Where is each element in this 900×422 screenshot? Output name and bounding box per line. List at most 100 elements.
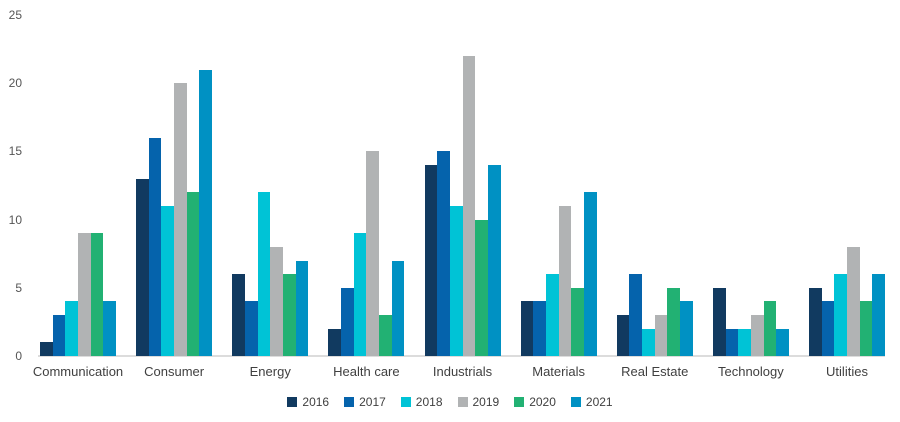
x-label-utilities: Utilities [826,364,868,379]
bar-2018-health-care [353,233,367,356]
legend-label-2016: 2016 [302,395,330,409]
bar-2020-consumer [186,192,200,356]
bar-2018-technology [738,329,751,356]
x-label-industrials: Industrials [432,364,493,379]
bar-2016-industrials [424,165,438,356]
legend-item-2018: 2018 [400,395,443,409]
bar-group-technology [712,15,789,356]
legend-swatch-2016 [287,397,298,407]
bar-2019-health-care [366,151,380,356]
bar-2020-industrials [475,220,488,356]
bar-2016-communication [40,342,53,356]
bar-2021-utilities [872,274,886,356]
bar-2018-materials [545,274,559,356]
bar-2019-real-estate [654,315,668,356]
plot-area [40,15,886,356]
bar-2021-industrials [487,165,501,356]
bar-2017-consumer [148,138,162,356]
bar-2020-materials [571,288,584,356]
legend-swatch-2020 [514,397,525,407]
legend-swatch-2018 [400,397,411,407]
bar-2021-real-estate [680,301,693,356]
y-tick-10: 10 [8,212,22,227]
bar-2019-utilities [847,247,860,356]
bar-2019-consumer [174,83,187,356]
bar-2021-health-care [391,261,405,356]
x-label-real-estate: Real Estate [621,364,689,379]
bar-2020-health-care [379,315,392,356]
legend-swatch-2017 [344,397,355,407]
bar-group-real-estate [616,15,693,356]
bar-2016-real-estate [616,315,630,356]
bar-2017-technology [725,329,739,356]
x-label-health-care: Health care [333,364,400,379]
bar-2018-real-estate [642,329,655,356]
bar-group-materials [520,15,597,356]
x-label-technology: Technology [717,364,784,379]
legend-swatch-2019 [457,397,468,407]
bar-group-industrials [424,15,501,356]
bar-2016-health-care [328,329,342,356]
bar-2016-materials [520,301,534,356]
x-axis-baseline [38,355,885,357]
bar-group-consumer [136,15,213,356]
x-label-communication: Communication [32,364,124,379]
bar-2020-real-estate [667,288,681,356]
bar-2017-communication [52,315,66,356]
bar-2018-utilities [834,274,848,356]
bar-2017-health-care [341,288,354,356]
legend-label-2019: 2019 [472,395,500,409]
y-tick-0: 0 [15,349,22,363]
bar-2017-materials [533,301,546,356]
bar-2018-energy [257,192,271,356]
bar-2021-materials [583,192,597,356]
bar-group-utilities [809,15,886,356]
x-label-energy: Energy [249,364,291,379]
bar-2020-communication [90,233,104,356]
bar-2017-industrials [437,151,450,356]
bar-2019-materials [558,206,572,356]
legend-item-2019: 2019 [457,395,500,409]
legend-item-2017: 2017 [344,395,386,409]
y-tick-5: 5 [15,280,22,295]
legend-label-2021: 2021 [585,395,613,409]
legend-label-2018: 2018 [415,395,443,409]
bar-2020-energy [282,274,296,356]
legend-item-2021: 2021 [570,395,613,409]
bar-2016-utilities [809,288,822,356]
x-label-materials: Materials [532,364,585,379]
bar-2018-communication [65,301,79,356]
y-tick-15: 15 [8,144,22,159]
legend-label-2020: 2020 [529,395,556,409]
legend-item-2016: 2016 [287,395,329,409]
bar-group-communication [40,15,117,356]
bar-2019-technology [750,315,764,356]
bar-2017-real-estate [629,274,643,356]
bar-2021-energy [295,261,309,356]
bar-2020-utilities [859,301,873,356]
x-axis-labels: Communication Consumer Energy Health care In… [32,364,885,379]
bar-2021-technology [776,329,789,356]
bar-2018-industrials [449,206,463,356]
legend-label-2017: 2017 [359,395,386,409]
bar-2016-technology [712,288,726,356]
bar-2019-industrials [462,56,476,356]
bar-2017-energy [244,301,258,356]
bar-2020-technology [763,301,777,356]
bar-2021-consumer [199,70,213,356]
legend-item-2020: 2020 [514,395,556,409]
x-label-consumer: Consumer [144,364,205,379]
bar-2016-consumer [136,179,149,356]
bar-2019-communication [78,233,91,356]
legend-swatch-2021 [570,397,581,407]
bar-group-health-care [328,15,405,356]
y-tick-25: 25 [8,8,22,22]
y-tick-20: 20 [8,76,22,91]
bar-2018-consumer [161,206,175,356]
bar-2016-energy [232,274,245,356]
legend: 2016 2017 2018 2019 2020 2021 [0,395,900,409]
bar-2017-utilities [821,301,835,356]
bar-2019-energy [270,247,283,356]
bar-group-energy [232,15,309,356]
